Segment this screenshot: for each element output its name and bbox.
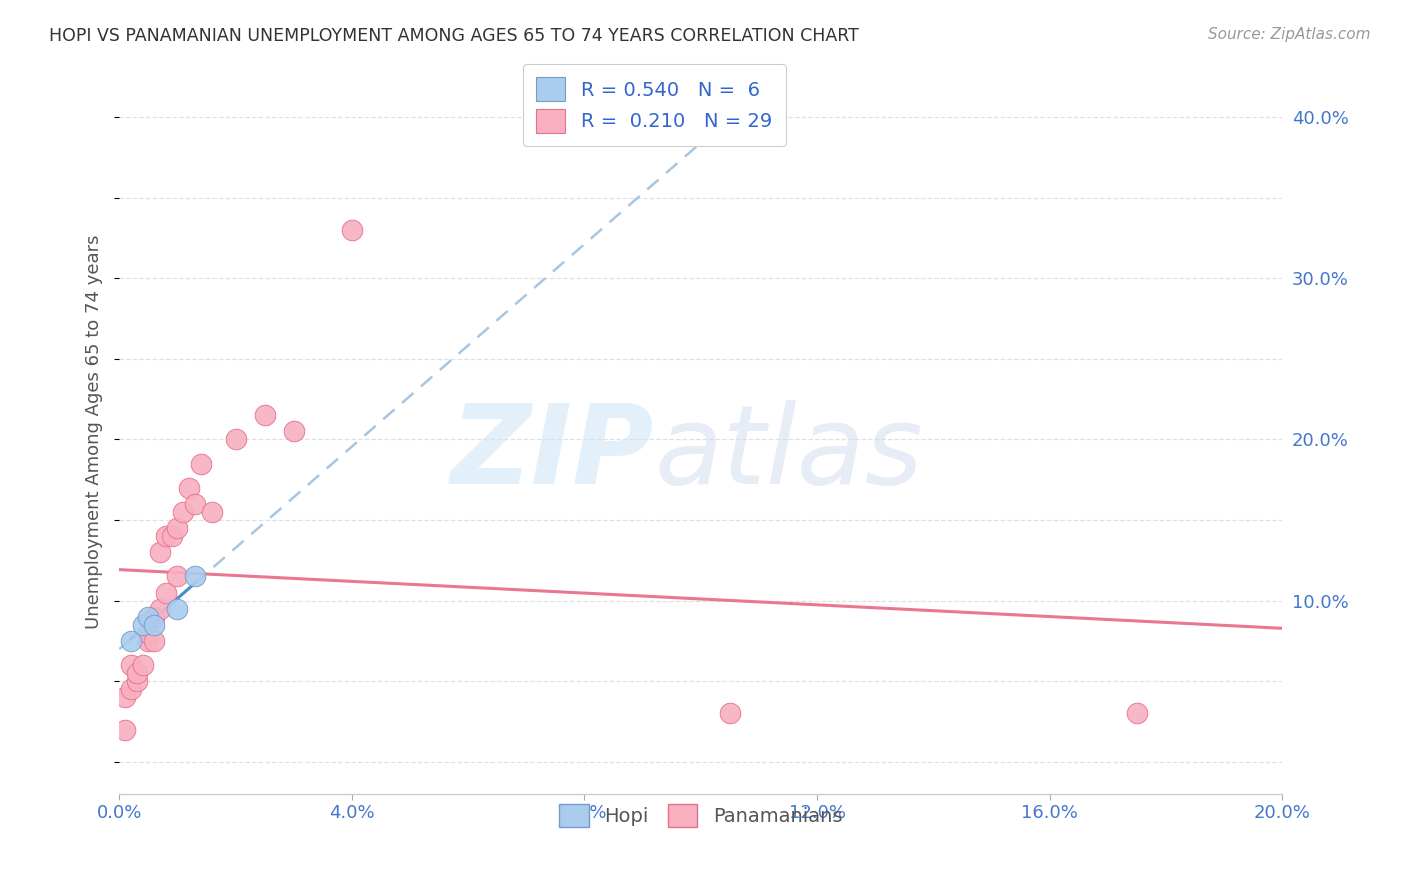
- Point: [125, 674, 148, 689]
- Point: [166, 521, 188, 535]
- Point: [125, 666, 148, 681]
- Point: [166, 601, 188, 615]
- Point: [190, 457, 212, 471]
- Text: ZIP: ZIP: [451, 400, 654, 507]
- Point: [718, 706, 741, 721]
- Point: [143, 609, 166, 624]
- Point: [138, 609, 160, 624]
- Point: [225, 433, 247, 447]
- Point: [120, 658, 142, 673]
- Point: [184, 569, 207, 583]
- Text: HOPI VS PANAMANIAN UNEMPLOYMENT AMONG AGES 65 TO 74 YEARS CORRELATION CHART: HOPI VS PANAMANIAN UNEMPLOYMENT AMONG AG…: [49, 27, 859, 45]
- Point: [172, 505, 194, 519]
- Legend: Hopi, Panamanians: Hopi, Panamanians: [551, 796, 849, 835]
- Point: [120, 633, 142, 648]
- Point: [253, 408, 276, 422]
- Point: [120, 682, 142, 697]
- Point: [201, 505, 224, 519]
- Point: [138, 625, 160, 640]
- Y-axis label: Unemployment Among Ages 65 to 74 years: Unemployment Among Ages 65 to 74 years: [86, 234, 103, 629]
- Point: [283, 424, 305, 438]
- Point: [160, 529, 183, 543]
- Point: [166, 569, 188, 583]
- Point: [184, 497, 207, 511]
- Point: [177, 481, 200, 495]
- Point: [155, 529, 177, 543]
- Point: [155, 585, 177, 599]
- Point: [149, 545, 172, 559]
- Point: [114, 723, 136, 737]
- Point: [1126, 706, 1149, 721]
- Text: Source: ZipAtlas.com: Source: ZipAtlas.com: [1208, 27, 1371, 42]
- Point: [131, 658, 153, 673]
- Point: [138, 633, 160, 648]
- Point: [114, 690, 136, 705]
- Point: [149, 601, 172, 615]
- Point: [143, 633, 166, 648]
- Point: [131, 617, 153, 632]
- Point: [340, 223, 363, 237]
- Point: [143, 617, 166, 632]
- Text: atlas: atlas: [654, 400, 922, 507]
